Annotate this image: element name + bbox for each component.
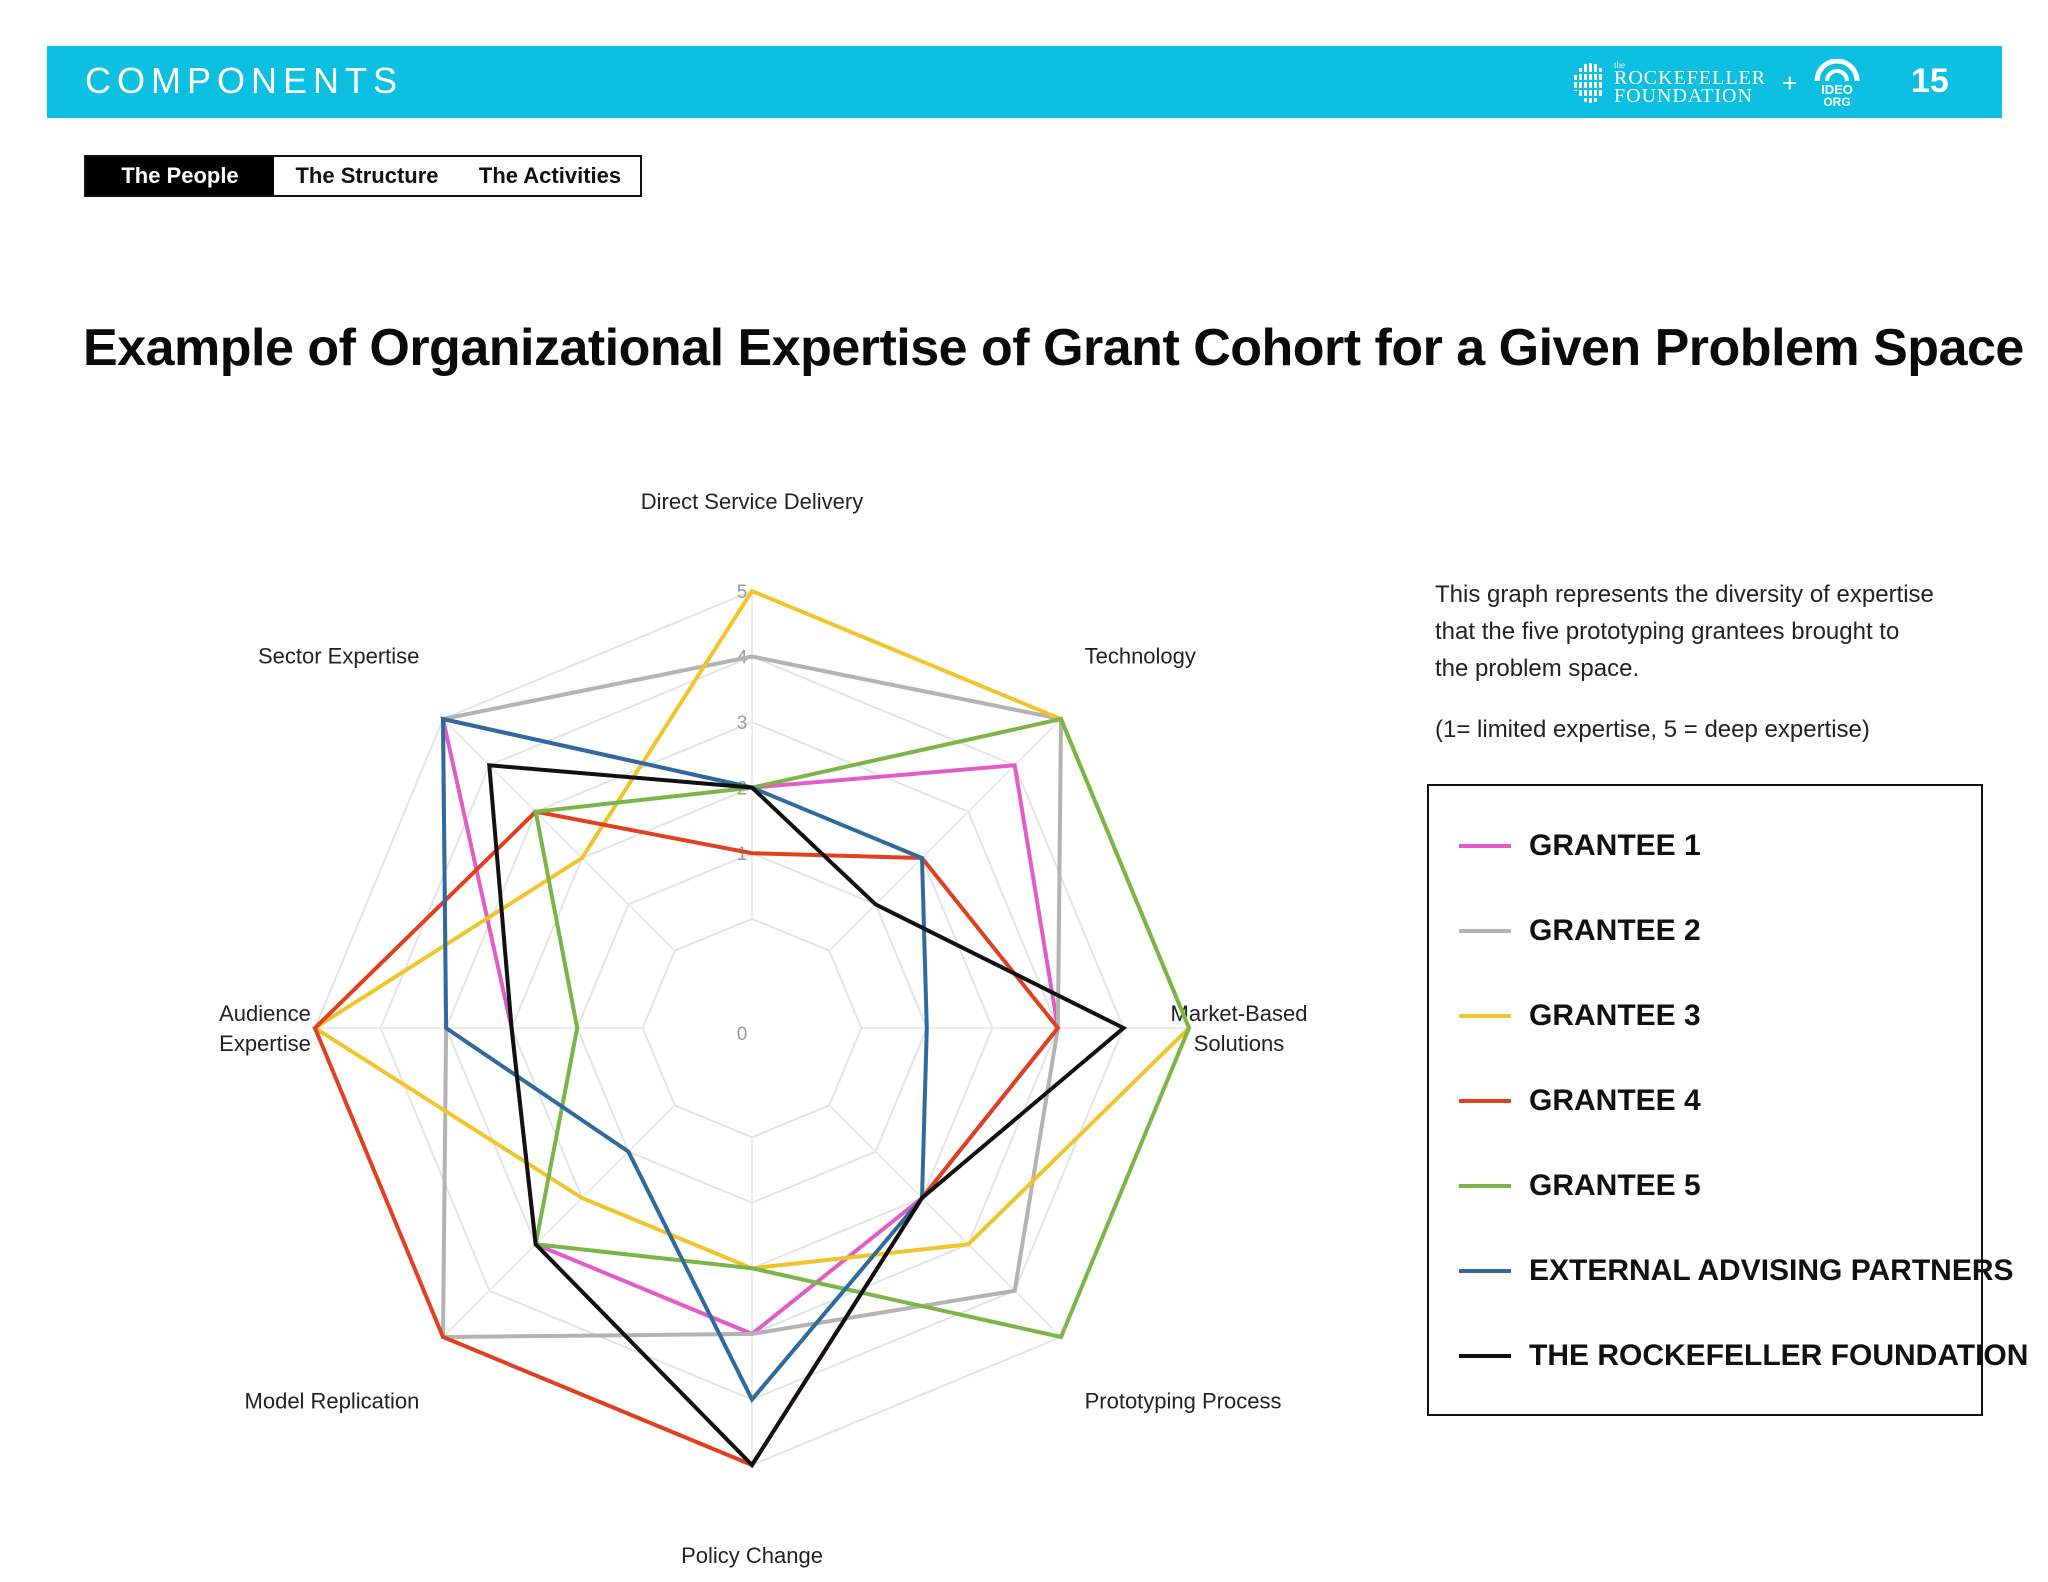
- partner-logos: the ROCKEFELLER FOUNDATION + IDEO ORG: [1572, 58, 1863, 108]
- svg-text:IDEO: IDEO: [1821, 82, 1853, 97]
- tab-the-structure[interactable]: The Structure: [295, 163, 439, 188]
- chart-legend: GRANTEE 1 GRANTEE 2 GRANTEE 3 GRANTEE 4 …: [1427, 784, 2028, 1416]
- axis-label: Sector Expertise: [258, 643, 419, 668]
- page-title: Example of Organizational Expertise of G…: [83, 319, 2024, 377]
- legend-swatch: [1459, 1269, 1511, 1273]
- svg-text:ORG: ORG: [1824, 95, 1851, 107]
- grid-spoke: [442, 718, 676, 952]
- axis-label: Audience: [219, 1001, 311, 1026]
- tick-label: 1: [737, 844, 748, 865]
- legend-item: THE ROCKEFELLER FOUNDATION: [1459, 1336, 2028, 1376]
- legend-label: GRANTEE 5: [1529, 1169, 1701, 1202]
- series-line-7: [487, 763, 1128, 1469]
- radar-axis-labels: Direct Service Delivery Technology Market-…: [219, 489, 1307, 1568]
- legend-swatch: [1459, 1184, 1511, 1188]
- legend-swatch: [1459, 929, 1511, 933]
- legend-item: GRANTEE 2: [1459, 911, 1701, 951]
- ideo-org-logo-icon: IDEO ORG: [1814, 59, 1860, 107]
- series-line-5: [533, 716, 1192, 1340]
- rockefeller-globe-icon: [1572, 63, 1606, 103]
- axis-label: Solutions: [1194, 1031, 1285, 1056]
- component-tabs: The People The Structure The Activities: [84, 155, 642, 197]
- legend-label: GRANTEE 3: [1529, 999, 1701, 1032]
- grid-spoke: [828, 1104, 1062, 1338]
- scale-note: (1= limited expertise, 5 = deep expertis…: [1435, 716, 1870, 743]
- legend-swatch: [1459, 1099, 1511, 1103]
- legend-label: GRANTEE 4: [1529, 1084, 1701, 1117]
- legend-item: GRANTEE 3: [1459, 996, 1701, 1036]
- legend-item: GRANTEE 4: [1459, 1081, 1701, 1121]
- tick-label: 5: [737, 582, 748, 603]
- axis-label: Market-Based: [1171, 1001, 1308, 1026]
- legend-item: GRANTEE 1: [1459, 826, 1701, 866]
- grid-spoke: [828, 718, 1062, 952]
- legend-label: EXTERNAL ADVISING PARTNERS: [1529, 1254, 2014, 1287]
- axis-label: Direct Service Delivery: [641, 489, 864, 514]
- legend-label: GRANTEE 2: [1529, 914, 1701, 947]
- rockefeller-wordmark: the ROCKEFELLER FOUNDATION: [1614, 60, 1767, 107]
- axis-label: Policy Change: [681, 1543, 823, 1568]
- legend-label: GRANTEE 1: [1529, 829, 1701, 862]
- radar-series: [311, 588, 1192, 1469]
- tick-label: 3: [737, 713, 748, 734]
- axis-label: Technology: [1085, 643, 1196, 668]
- tick-label: 0: [737, 1024, 748, 1045]
- legend-item: EXTERNAL ADVISING PARTNERS: [1459, 1251, 2014, 1291]
- grid-spoke: [442, 1104, 676, 1338]
- axis-label: Model Replication: [245, 1389, 420, 1414]
- page-number: 15: [1911, 62, 1949, 100]
- legend-item: GRANTEE 5: [1459, 1166, 1701, 1206]
- section-title: COMPONENTS: [85, 60, 404, 101]
- series-line-6: [440, 716, 929, 1404]
- tab-the-people[interactable]: The People: [86, 157, 274, 195]
- legend-swatch: [1459, 1014, 1511, 1018]
- logo-plus: +: [1782, 67, 1798, 98]
- axis-label: Expertise: [219, 1031, 311, 1056]
- legend-swatch: [1459, 1354, 1511, 1358]
- header-bar: COMPONENTS the ROCKEFELLER FOUNDATION: [47, 46, 2002, 118]
- chart-description: This graph represents the diversity of e…: [1435, 581, 1934, 682]
- grid-ring: [641, 917, 863, 1139]
- legend-label: THE ROCKEFELLER FOUNDATION: [1529, 1339, 2029, 1372]
- axis-label: Prototyping Process: [1085, 1389, 1282, 1414]
- legend-swatch: [1459, 844, 1511, 848]
- tab-the-activities[interactable]: The Activities: [478, 163, 622, 188]
